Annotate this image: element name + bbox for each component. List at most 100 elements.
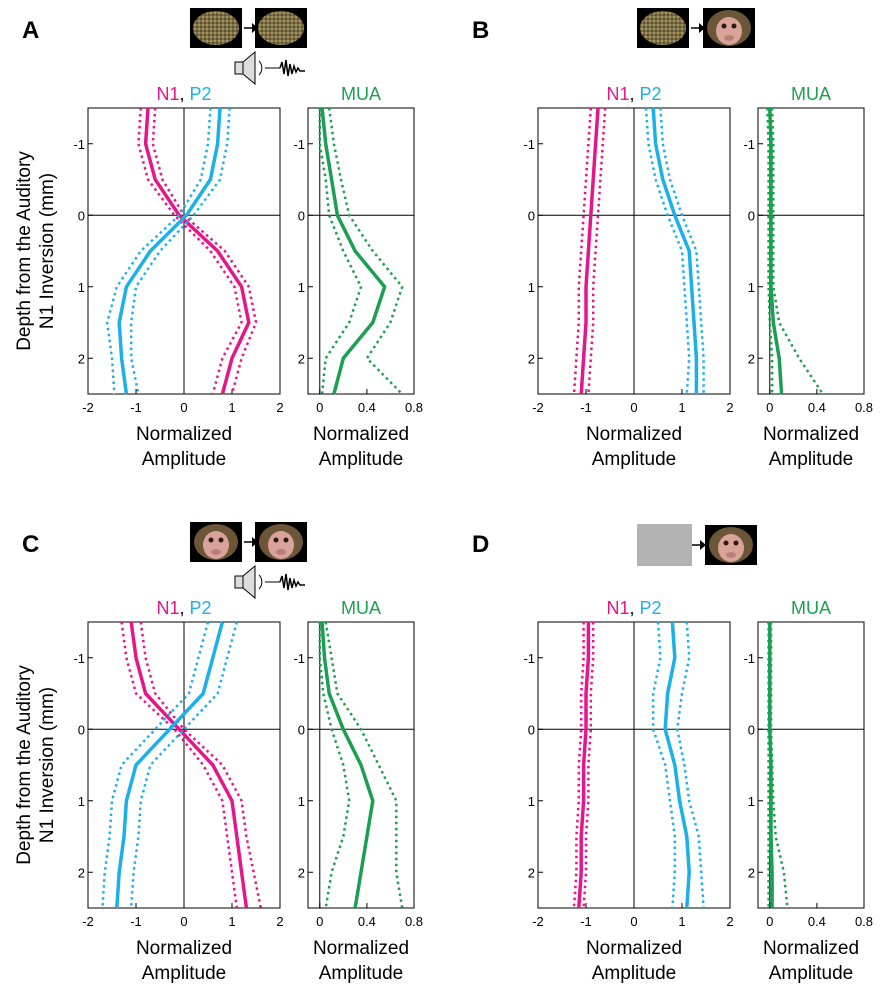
x-tick-label: 2 <box>726 400 733 415</box>
y-tick-label: 1 <box>78 794 85 809</box>
x-tick-label: 0 <box>180 914 187 929</box>
line-chart: A N1, P2 -1 0 1 2 -2 -1 0 1 2 Normalized Amplitude De… <box>14 17 284 470</box>
x-tick-label: 1 <box>228 400 235 415</box>
x-tick-label: 2 <box>726 914 733 929</box>
title-separator: , <box>179 84 184 104</box>
x-axis-label: Amplitude <box>769 449 854 470</box>
bound-line <box>101 621 210 909</box>
x-tick-label: 1 <box>678 914 685 929</box>
x-tick-label: -1 <box>130 400 142 415</box>
y-tick-label: -1 <box>523 137 535 152</box>
y-tick-label: 2 <box>528 351 535 366</box>
title-series-name: P2 <box>190 598 212 618</box>
line-chart: MUA -1 0 1 2 0 0.4 0.8 Normalized Amplitude <box>293 598 423 984</box>
y-axis-label: Depth from the Auditory <box>14 151 35 351</box>
x-tick-label: 0 <box>630 400 637 415</box>
title-series-name: MUA <box>791 598 831 618</box>
bound-line <box>105 107 212 395</box>
y-tick-label: 0 <box>528 722 535 737</box>
y-tick-label: 0 <box>298 208 305 223</box>
panel-label: D <box>472 531 489 558</box>
mean-line <box>143 107 251 395</box>
y-tick-label: 1 <box>748 794 755 809</box>
x-tick-label: 0.8 <box>405 914 423 929</box>
mean-line <box>129 621 249 909</box>
mean-line <box>663 621 691 909</box>
x-tick-label: 0 <box>766 914 773 929</box>
x-tick-label: 1 <box>678 400 685 415</box>
chart-title: N1, P2 <box>606 84 661 104</box>
x-tick-label: 0.4 <box>358 400 376 415</box>
plot-frame <box>307 107 415 395</box>
x-axis-label: Normalized <box>313 938 409 959</box>
x-axis-label: Amplitude <box>769 963 854 984</box>
x-tick-label: -1 <box>580 400 592 415</box>
y-tick-label: 0 <box>528 208 535 223</box>
x-axis-label: Amplitude <box>319 963 404 984</box>
y-tick-label: -1 <box>293 651 305 666</box>
y-tick-label: 2 <box>78 351 85 366</box>
mean-line <box>320 107 387 395</box>
panel-label: B <box>472 17 489 44</box>
y-axis-label: N1 Inversion (mm) <box>37 173 58 329</box>
bound-line <box>659 107 705 394</box>
bound-line <box>327 107 404 395</box>
y-tick-label: 1 <box>298 280 305 295</box>
bound-line <box>770 107 824 395</box>
y-tick-label: 0 <box>298 722 305 737</box>
y-tick-label: -1 <box>743 651 755 666</box>
y-tick-label: 0 <box>78 208 85 223</box>
y-tick-label: 0 <box>748 722 755 737</box>
x-axis-label: Amplitude <box>319 449 404 470</box>
mean-line <box>577 622 591 909</box>
x-tick-label: -2 <box>532 914 544 929</box>
title-series-name: P2 <box>640 598 662 618</box>
x-tick-label: 0.4 <box>358 914 376 929</box>
x-tick-label: 0.8 <box>855 914 873 929</box>
y-tick-label: 2 <box>528 865 535 880</box>
title-separator: , <box>629 84 634 104</box>
title-series-name: N1 <box>606 84 629 104</box>
title-separator: , <box>179 598 184 618</box>
y-tick-label: 1 <box>78 280 85 295</box>
x-tick-label: -2 <box>82 914 94 929</box>
y-tick-label: 2 <box>748 351 755 366</box>
bound-line <box>318 622 351 909</box>
y-tick-label: 1 <box>748 280 755 295</box>
line-chart: C N1, P2 -1 0 1 2 -2 -1 0 1 2 Normalized Amplitude De… <box>14 531 284 984</box>
x-tick-label: 2 <box>276 400 283 415</box>
mean-line <box>579 107 600 395</box>
y-tick-label: 1 <box>298 794 305 809</box>
x-tick-label: 0.4 <box>808 914 826 929</box>
title-series-name: MUA <box>791 84 831 104</box>
title-series-name: N1 <box>606 598 629 618</box>
mean-line <box>117 107 222 395</box>
chart-title: N1, P2 <box>156 84 211 104</box>
y-tick-label: 2 <box>748 865 755 880</box>
mean-line <box>768 107 784 395</box>
x-tick-label: 0 <box>316 914 323 929</box>
chart-title: N1, P2 <box>156 598 211 618</box>
line-chart: D N1, P2 -1 0 1 2 -2 -1 0 1 2 Normalized Amplitude <box>472 531 734 984</box>
line-chart: MUA -1 0 1 2 0 0.4 0.8 Normalized Amplitude <box>293 84 423 470</box>
x-axis-label: Normalized <box>763 938 859 959</box>
title-series-name: P2 <box>190 84 212 104</box>
chart-title: MUA <box>341 598 381 618</box>
x-tick-label: -2 <box>532 400 544 415</box>
bound-line <box>318 108 363 395</box>
x-axis-label: Amplitude <box>592 449 677 470</box>
chart-title: MUA <box>791 598 831 618</box>
x-tick-label: -1 <box>580 914 592 929</box>
mean-line <box>768 622 774 908</box>
bound-line <box>129 621 239 909</box>
y-tick-label: 0 <box>78 722 85 737</box>
bound-line <box>129 107 231 395</box>
bound-line <box>120 621 239 909</box>
title-series-name: MUA <box>341 598 381 618</box>
y-tick-label: -1 <box>293 137 305 152</box>
bound-line <box>324 621 404 909</box>
x-axis-label: Normalized <box>586 424 682 445</box>
x-axis-label: Amplitude <box>142 963 227 984</box>
chart-title: N1, P2 <box>606 598 661 618</box>
x-tick-label: 0 <box>316 400 323 415</box>
